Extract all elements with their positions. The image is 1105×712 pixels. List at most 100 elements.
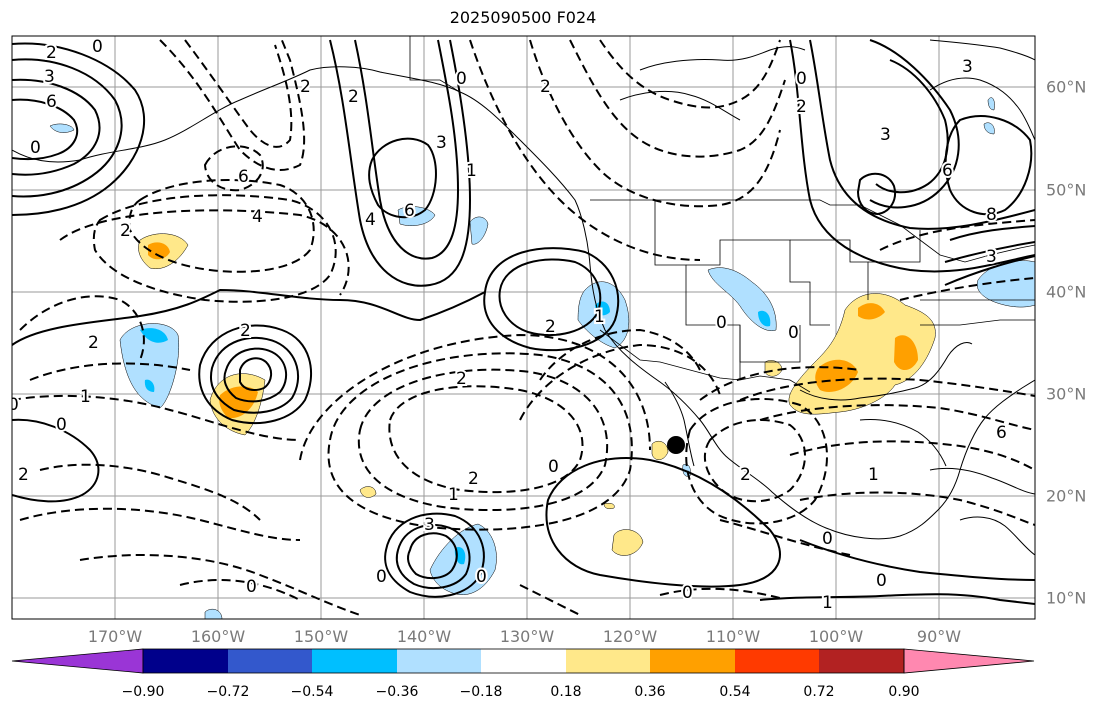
contour-label: 3: [986, 247, 997, 267]
contour-label: 2: [240, 321, 251, 341]
contour-label: 0: [56, 415, 67, 435]
contour-label: 2: [46, 43, 57, 63]
colorbar-tick-label: −0.90: [121, 684, 165, 700]
contour-label: 0: [30, 138, 41, 158]
map-plot: 2 0 3 6 0 2 2 4 6 2 6 4 3 1 0 2 0 1 2 2 …: [8, 35, 1036, 620]
contour-label: 0: [8, 395, 19, 415]
contour-label: 2: [456, 369, 467, 389]
contour-label: 0: [456, 69, 467, 89]
negative-anomaly-area: [204, 608, 223, 619]
strong-negative-anomaly: [140, 328, 168, 343]
strong-negative-anomaly: [144, 379, 155, 392]
colorbar-tick-label: −0.18: [459, 684, 503, 700]
positive-anomaly-area: [359, 486, 377, 498]
colorbar-tick-label: 0.36: [634, 684, 666, 700]
positive-anomaly-area: [611, 529, 644, 556]
contour-label: 1: [466, 161, 477, 181]
contour-label: 6: [238, 167, 249, 187]
contour-label: 1: [448, 485, 459, 505]
contour-label: 2: [348, 87, 359, 107]
colorbar-segment: [819, 649, 904, 673]
lat-label: 50°N: [1046, 180, 1087, 200]
strong-positive-anomaly: [148, 242, 170, 260]
contour-label: 3: [880, 125, 891, 145]
lon-label: 110°W: [705, 627, 761, 646]
negative-anomaly-area: [397, 206, 436, 226]
colorbar-segment: [650, 649, 735, 673]
contour-label: 2: [18, 465, 29, 485]
negative-anomaly-area: [987, 97, 995, 111]
colorbar-tick-label: 0.90: [888, 684, 920, 700]
contour-label: 6: [942, 161, 953, 181]
positive-anomaly-area: [651, 441, 669, 460]
contour-label: 8: [986, 205, 997, 225]
contour-label: 2: [545, 317, 556, 337]
strong-negative-anomaly: [758, 310, 771, 327]
negative-anomaly-area: [983, 122, 995, 135]
contour-labels: 2 0 3 6 0 2 2 4 6 2 6 4 3 1 0 2 0 1 2 2 …: [8, 36, 1009, 615]
contour-label: 2: [88, 333, 99, 353]
lat-label: 40°N: [1046, 282, 1087, 302]
contour-label: 1: [868, 465, 879, 485]
location-marker: [667, 436, 685, 454]
colorbar-segment: [312, 649, 397, 673]
colorbar-extend-low: [11, 648, 144, 674]
contour-label: 2: [796, 97, 807, 117]
colorbar-segment: [566, 649, 650, 673]
lon-label: 100°W: [808, 627, 864, 646]
colorbar-tick-label: 0.72: [803, 684, 835, 700]
colorbar-tick-label: 0.54: [719, 684, 751, 700]
strong-positive-anomaly: [858, 303, 885, 320]
dashed-contours: [12, 36, 1035, 616]
contour-label: 0: [716, 313, 727, 333]
contour-label: 2: [740, 465, 751, 485]
contour-label: 2: [468, 469, 479, 489]
colorbar-tick-label: −0.54: [290, 684, 334, 700]
contour-label: 0: [376, 567, 387, 587]
contour-label: 0: [246, 577, 257, 597]
lat-label: 10°N: [1046, 588, 1087, 608]
contour-label: 0: [788, 323, 799, 343]
lat-label: 60°N: [1046, 77, 1087, 97]
lon-label: 170°W: [87, 627, 143, 646]
contour-label: 2: [540, 77, 551, 97]
contour-label: 0: [476, 567, 487, 587]
contour-label: 1: [822, 593, 833, 613]
colorbar-tick-label: 0.18: [550, 684, 582, 700]
coastlines: [12, 39, 1035, 556]
contour-label: 4: [252, 207, 263, 227]
colorbar-segment: [228, 649, 312, 673]
strong-positive-anomaly: [894, 335, 918, 371]
colorbar-segment: [143, 649, 228, 673]
contour-label: 3: [436, 133, 447, 153]
contour-label: 1: [594, 307, 605, 327]
colorbar-segment: [735, 649, 819, 673]
contour-label: 6: [46, 92, 57, 112]
contour-label: 0: [796, 69, 807, 89]
lat-label: 30°N: [1046, 384, 1087, 404]
plot-frame: [11, 35, 1036, 620]
contour-label: 3: [962, 57, 973, 77]
solid-contours: [12, 39, 1035, 605]
negative-anomaly-area: [49, 123, 75, 133]
contour-label: 0: [92, 37, 103, 57]
contour-label: 1: [80, 387, 91, 407]
lon-label: 140°W: [396, 627, 452, 646]
lon-label: 90°W: [916, 627, 962, 646]
contour-label: 6: [404, 201, 415, 221]
contour-label: 0: [682, 583, 693, 603]
lat-label: 20°N: [1046, 486, 1087, 506]
colorbar-frame: [142, 648, 905, 674]
colorbar: [11, 648, 1035, 674]
contour-label: 3: [424, 515, 435, 535]
positive-anomaly-area: [603, 502, 615, 510]
colorbar-tick-label: −0.36: [375, 684, 419, 700]
strong-positive-anomaly: [219, 386, 258, 419]
colorbar-extend-high: [903, 648, 1035, 674]
contour-label: 0: [876, 571, 887, 591]
negative-anomaly-area: [469, 216, 489, 245]
lon-label: 150°W: [293, 627, 349, 646]
colorbar-tick-label: −0.72: [206, 684, 250, 700]
contour-label: 0: [548, 457, 559, 477]
colorbar-segment: [481, 649, 566, 673]
